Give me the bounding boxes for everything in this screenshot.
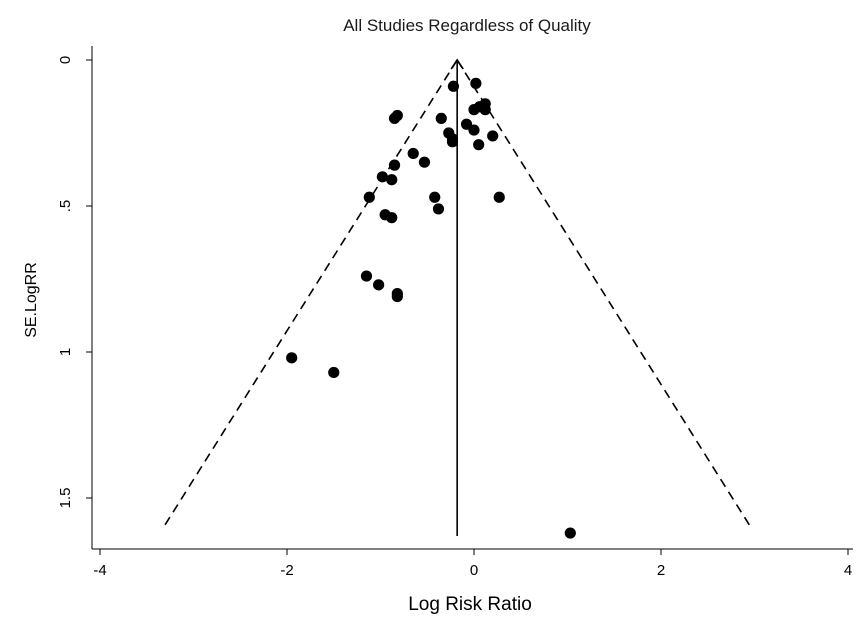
funnel-right-boundary: [456, 59, 752, 528]
study-point: [432, 203, 445, 215]
study-point: [447, 80, 460, 92]
study-point: [286, 352, 298, 364]
plot-area: [162, 58, 752, 539]
study-point: [479, 104, 491, 116]
study-point: [328, 366, 340, 379]
study-point: [487, 130, 499, 142]
y-axis-title: SE.LogRR: [23, 262, 40, 338]
study-point: [418, 156, 431, 168]
y-axis-ticks: 0 .5 1 1.5: [57, 56, 92, 509]
x-tick-label: 2: [657, 562, 665, 579]
study-point: [388, 159, 401, 171]
x-tick-label: 4: [844, 562, 852, 579]
study-point: [470, 77, 482, 89]
study-point: [391, 290, 403, 303]
funnel-left-boundary: [162, 59, 458, 528]
study-point: [468, 104, 480, 116]
x-tick-label: 0: [470, 562, 478, 579]
study-point: [468, 124, 480, 136]
x-axis-ticks: -4 -2 0 2 4: [93, 549, 852, 579]
study-point: [386, 212, 398, 224]
study-point: [376, 171, 388, 183]
x-tick-label: -4: [93, 562, 106, 579]
y-tick-label: 1.5: [57, 488, 74, 509]
study-point: [386, 174, 398, 186]
x-tick-label: -2: [280, 562, 293, 579]
y-tick-label: 1: [57, 348, 74, 356]
study-point: [473, 139, 485, 151]
y-tick-label: .5: [57, 200, 74, 213]
chart-title: All Studies Regardless of Quality: [343, 16, 591, 35]
study-point: [429, 191, 441, 203]
pooled-estimate-arrow: [450, 58, 464, 70]
x-axis-title: Log Risk Ratio: [408, 594, 532, 615]
study-point: [360, 270, 373, 282]
study-point: [388, 112, 401, 124]
study-point: [435, 112, 447, 124]
study-point: [407, 147, 419, 160]
y-tick-label: 0: [57, 56, 74, 64]
study-point: [363, 191, 375, 203]
study-point: [493, 191, 505, 203]
study-point: [564, 527, 576, 539]
study-point: [373, 279, 385, 291]
study-point: [446, 136, 459, 148]
